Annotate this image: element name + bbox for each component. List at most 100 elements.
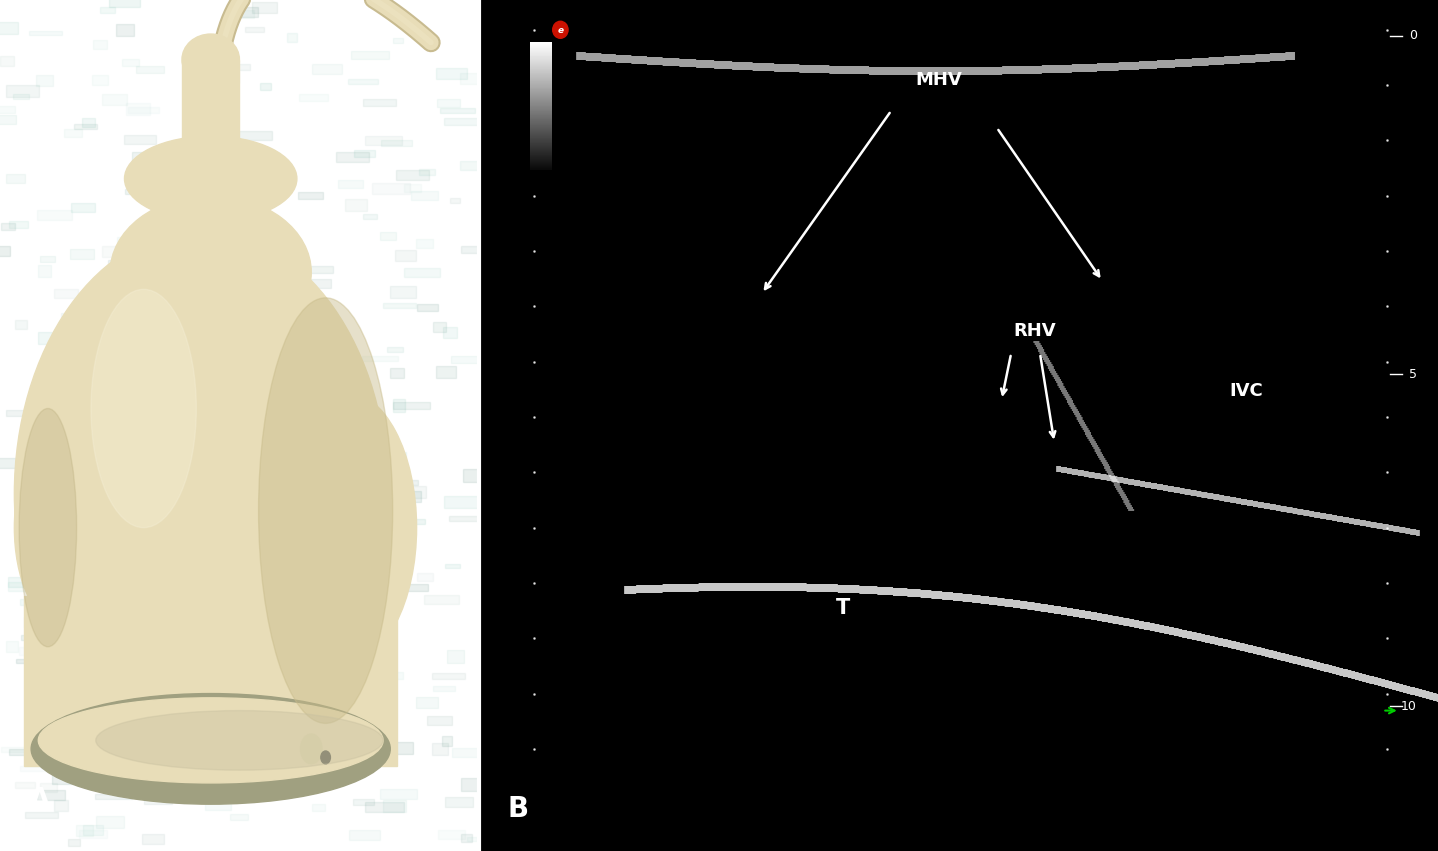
Bar <box>224 170 242 178</box>
Bar <box>76 364 91 370</box>
Bar <box>187 735 214 747</box>
Bar <box>26 513 55 520</box>
Bar <box>236 500 269 513</box>
Bar <box>6 410 30 416</box>
Bar <box>338 704 351 716</box>
Bar <box>72 203 95 212</box>
Bar <box>433 686 454 692</box>
Bar <box>255 685 282 691</box>
Bar <box>252 3 276 13</box>
Bar <box>316 499 326 503</box>
Bar <box>0 106 16 113</box>
Bar <box>142 834 164 844</box>
Bar <box>73 124 98 129</box>
Bar <box>384 303 416 308</box>
Bar <box>211 283 236 291</box>
Bar <box>285 249 301 256</box>
Bar <box>198 791 232 798</box>
Bar <box>24 813 59 819</box>
Bar <box>105 329 121 335</box>
Bar <box>431 673 466 679</box>
Bar <box>78 584 92 596</box>
Bar <box>40 783 58 792</box>
Bar <box>128 107 160 112</box>
Bar <box>24 596 397 766</box>
Bar <box>395 250 416 261</box>
Bar <box>79 831 106 837</box>
Bar <box>447 650 464 663</box>
Bar <box>345 199 367 211</box>
Bar <box>256 563 280 569</box>
Bar <box>23 617 49 627</box>
Bar <box>0 22 17 34</box>
Bar <box>37 209 72 220</box>
Bar <box>361 356 398 362</box>
Ellipse shape <box>39 698 383 783</box>
Bar <box>424 595 459 604</box>
Bar <box>37 266 50 277</box>
Bar <box>82 754 119 758</box>
Bar <box>96 816 124 828</box>
Bar <box>387 559 400 568</box>
Bar <box>237 469 275 481</box>
Bar <box>70 249 93 259</box>
Bar <box>58 592 69 603</box>
Bar <box>1 224 14 231</box>
Bar <box>331 523 345 536</box>
Bar <box>115 277 144 288</box>
Bar <box>124 135 157 145</box>
Bar <box>452 748 485 757</box>
Bar <box>417 573 433 581</box>
Ellipse shape <box>19 408 76 647</box>
Bar <box>299 94 328 100</box>
Bar <box>108 260 119 271</box>
Text: T: T <box>837 598 850 619</box>
Bar <box>122 59 139 66</box>
Bar <box>436 68 467 79</box>
Bar <box>204 799 230 810</box>
Bar <box>209 105 223 113</box>
Bar <box>139 490 158 496</box>
Bar <box>400 491 421 502</box>
Bar <box>56 717 85 729</box>
Bar <box>288 33 296 43</box>
Bar <box>242 277 259 288</box>
Bar <box>229 766 266 775</box>
Bar <box>128 363 152 374</box>
Bar <box>266 447 301 459</box>
Bar <box>7 577 26 586</box>
Bar <box>443 327 457 338</box>
Bar <box>56 593 88 598</box>
Bar <box>134 608 148 620</box>
Bar <box>194 499 232 509</box>
Bar <box>230 814 247 820</box>
Bar <box>226 229 246 242</box>
Ellipse shape <box>91 289 197 528</box>
Bar <box>167 469 206 482</box>
Bar <box>20 766 52 771</box>
Bar <box>171 307 191 314</box>
Bar <box>460 161 493 170</box>
Ellipse shape <box>552 21 568 38</box>
Bar <box>298 192 322 199</box>
Bar <box>125 189 152 194</box>
Bar <box>82 118 95 127</box>
Bar <box>6 174 24 183</box>
Bar <box>127 103 150 116</box>
Bar <box>306 359 336 369</box>
Bar <box>433 743 447 755</box>
Bar <box>295 760 312 770</box>
Bar <box>78 390 104 397</box>
Ellipse shape <box>183 153 239 204</box>
Bar <box>177 702 209 708</box>
Bar <box>269 393 301 404</box>
Bar <box>177 654 191 661</box>
Bar <box>75 740 99 745</box>
Bar <box>365 802 404 812</box>
Bar <box>127 280 148 288</box>
Ellipse shape <box>301 734 322 764</box>
Bar <box>116 341 134 353</box>
Bar <box>404 184 421 192</box>
Bar <box>301 407 332 416</box>
Ellipse shape <box>96 711 383 770</box>
